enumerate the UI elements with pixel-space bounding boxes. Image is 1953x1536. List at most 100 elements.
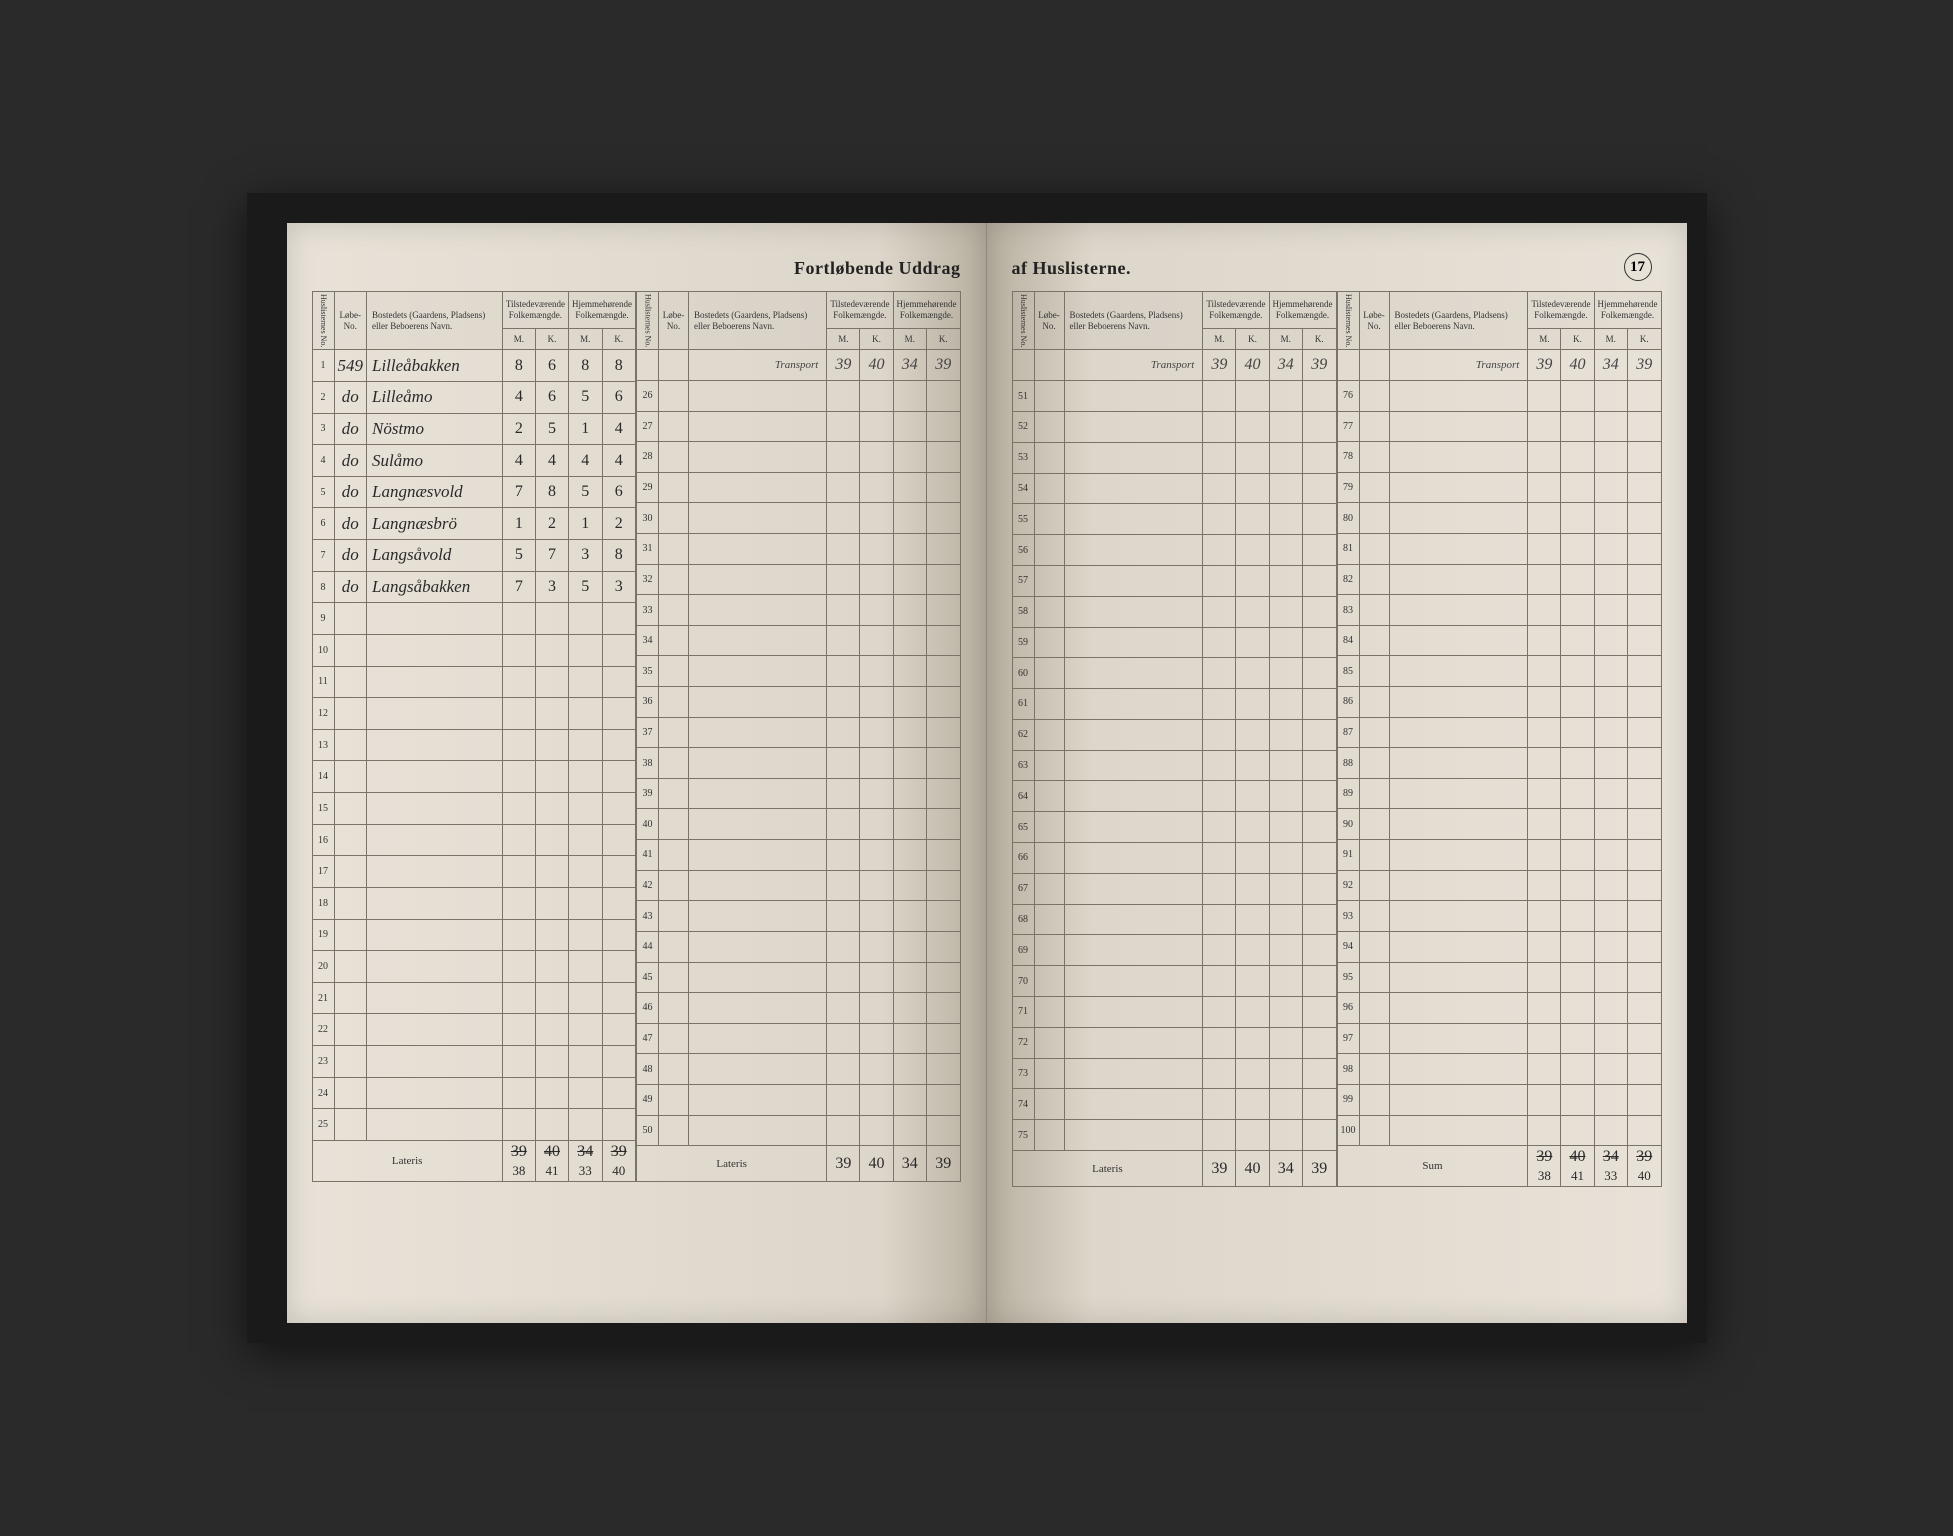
- row-number: 59: [1012, 627, 1034, 658]
- row-number: 40: [637, 809, 659, 840]
- row-number: 80: [1337, 503, 1359, 534]
- lateris-tk: 4041: [535, 1141, 568, 1182]
- lateris-val: 39: [927, 1146, 961, 1182]
- lateris-tm: 3938: [502, 1141, 535, 1182]
- table-row: 88: [1337, 748, 1661, 779]
- row-number: 90: [1337, 809, 1359, 840]
- col-k: K.: [535, 328, 568, 350]
- table-row: 33: [637, 595, 961, 626]
- row-number: 82: [1337, 564, 1359, 595]
- col-k: K.: [602, 328, 636, 350]
- row-number: 79: [1337, 472, 1359, 503]
- tilstede-m: 4: [502, 445, 535, 477]
- table-row: 68: [1012, 904, 1336, 935]
- row-number: 21: [312, 982, 334, 1014]
- table-row: 34: [637, 625, 961, 656]
- transport-tm: 39: [1203, 350, 1236, 381]
- tilstede-m: 8: [502, 350, 535, 382]
- table-row: 44: [637, 931, 961, 962]
- row-number: 87: [1337, 717, 1359, 748]
- row-number: 51: [1012, 381, 1034, 412]
- table-row: 66: [1012, 843, 1336, 874]
- lobe-no: do: [334, 571, 367, 603]
- table-row: 37: [637, 717, 961, 748]
- table-row: 26: [637, 380, 961, 411]
- col-lobe: Løbe-No.: [1359, 292, 1389, 350]
- row-number: 61: [1012, 689, 1034, 720]
- row-number: 24: [312, 1077, 334, 1109]
- lobe-no: do: [334, 445, 367, 477]
- table-row: 80: [1337, 503, 1661, 534]
- table-row: 36: [637, 687, 961, 718]
- transport-tk: 40: [860, 350, 893, 381]
- tilstede-m: 2: [502, 413, 535, 445]
- row-number: 83: [1337, 595, 1359, 626]
- row-number: 55: [1012, 504, 1034, 535]
- row-number: 84: [1337, 625, 1359, 656]
- row-number: 25: [312, 1109, 334, 1141]
- sum-tk: 4041: [1561, 1146, 1594, 1187]
- table-row: 69: [1012, 935, 1336, 966]
- row-number: 81: [1337, 533, 1359, 564]
- row-number: 53: [1012, 442, 1034, 473]
- col-huslist: Huslisternes No.: [1337, 292, 1359, 350]
- table-row: 45: [637, 962, 961, 993]
- col-lobe: Løbe-No.: [659, 292, 689, 350]
- table-row: 5 do Langnæsvold 7 8 5 6: [312, 476, 636, 508]
- lateris-label: Lateris: [1012, 1151, 1203, 1187]
- tilstede-k: 2: [535, 508, 568, 540]
- row-number: 92: [1337, 870, 1359, 901]
- hjemme-k: 2: [602, 508, 636, 540]
- table-row: 48: [637, 1054, 961, 1085]
- lateris-val: 39: [827, 1146, 860, 1182]
- table-row: 70: [1012, 966, 1336, 997]
- table-row: 15: [312, 793, 636, 825]
- lateris-row: Lateris 39 40 34 39: [1012, 1151, 1336, 1187]
- hjemme-m: 3: [569, 540, 602, 572]
- row-number: 45: [637, 962, 659, 993]
- transport-tm: 39: [1528, 350, 1561, 381]
- table-row: 28: [637, 442, 961, 473]
- row-number: 27: [637, 411, 659, 442]
- lateris-hk: 3940: [602, 1141, 636, 1182]
- row-number: 18: [312, 887, 334, 919]
- tilstede-k: 7: [535, 540, 568, 572]
- table-row: 32: [637, 564, 961, 595]
- table-row: 21: [312, 982, 636, 1014]
- table-row: 90: [1337, 809, 1661, 840]
- row-number: 73: [1012, 1058, 1034, 1089]
- lateris-row: Lateris 3938 4041 3433 3940: [312, 1141, 636, 1182]
- col-m: M.: [827, 328, 860, 350]
- hjemme-m: 5: [569, 571, 602, 603]
- row-number: 8: [312, 571, 334, 603]
- row-number: 85: [1337, 656, 1359, 687]
- tilstede-k: 5: [535, 413, 568, 445]
- table-row: 23: [312, 1046, 636, 1078]
- page-title-left: Fortløbende Uddrag: [312, 258, 961, 279]
- table-row: 16: [312, 824, 636, 856]
- table-row: 67: [1012, 873, 1336, 904]
- transport-row: Transport 39 40 34 39: [637, 350, 961, 381]
- transport-row: Transport 39 40 34 39: [1337, 350, 1661, 381]
- table-row: 54: [1012, 473, 1336, 504]
- row-number: 33: [637, 595, 659, 626]
- lobe-no: do: [334, 540, 367, 572]
- row-number: 57: [1012, 565, 1034, 596]
- row-number: 93: [1337, 901, 1359, 932]
- table-row: 56: [1012, 535, 1336, 566]
- col-tilstede: Tilstedeværende Folkemængde.: [1528, 292, 1594, 329]
- hjemme-m: 4: [569, 445, 602, 477]
- table-row: 82: [1337, 564, 1661, 595]
- transport-label: Transport: [1064, 350, 1203, 381]
- table-row: 65: [1012, 812, 1336, 843]
- col-k: K.: [860, 328, 893, 350]
- table-row: 73: [1012, 1058, 1336, 1089]
- tilstede-m: 1: [502, 508, 535, 540]
- ledger-section-4: Huslisternes No. Løbe-No. Bostedets (Gaa…: [1337, 291, 1662, 1187]
- ledger-book: Fortløbende Uddrag Huslisternes No. Løbe…: [247, 193, 1707, 1343]
- hjemme-m: 8: [569, 350, 602, 382]
- table-row: 18: [312, 887, 636, 919]
- row-number: 13: [312, 729, 334, 761]
- transport-tk: 40: [1236, 350, 1269, 381]
- col-k: K.: [1628, 328, 1662, 350]
